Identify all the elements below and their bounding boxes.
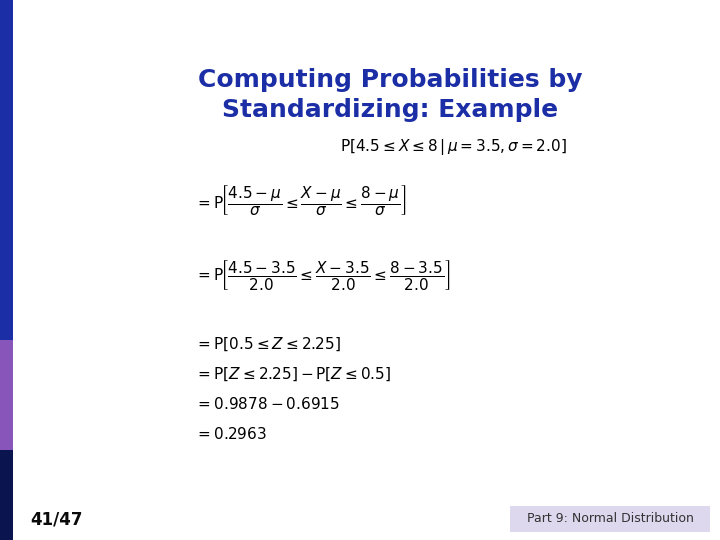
Bar: [0, 450, 13, 540]
Bar: [0, 498, 720, 540]
Text: Part 9: Normal Distribution: Part 9: Normal Distribution: [526, 512, 693, 525]
Text: $= 0.2963$: $= 0.2963$: [195, 426, 266, 442]
Bar: [0, 498, 720, 540]
Text: $=\mathrm{P}[0.5 \leq Z \leq 2.25]$: $=\mathrm{P}[0.5 \leq Z \leq 2.25]$: [195, 335, 341, 353]
Text: $= 0.9878 - 0.6915$: $= 0.9878 - 0.6915$: [195, 396, 340, 412]
Text: $=\mathrm{P}\!\left[\dfrac{4.5 - 3.5}{2.0} \leq \dfrac{X - 3.5}{2.0} \leq \dfrac: $=\mathrm{P}\!\left[\dfrac{4.5 - 3.5}{2.…: [195, 258, 451, 292]
Bar: [0, 340, 13, 450]
Text: Standardizing: Example: Standardizing: Example: [222, 98, 558, 122]
Text: $\mathrm{P}[4.5 \leq X \leq 8\,|\,\mu = 3.5, \sigma = 2.0]$: $\mathrm{P}[4.5 \leq X \leq 8\,|\,\mu = …: [340, 137, 567, 157]
Bar: [510, 506, 710, 532]
Text: $=\mathrm{P}\!\left[\dfrac{4.5 - \mu}{\sigma} \leq \dfrac{X - \mu}{\sigma} \leq : $=\mathrm{P}\!\left[\dfrac{4.5 - \mu}{\s…: [195, 183, 407, 217]
Bar: [0, 0, 13, 340]
Text: Computing Probabilities by: Computing Probabilities by: [198, 68, 582, 92]
Text: 41/47: 41/47: [30, 510, 83, 528]
Text: $=\mathrm{P}[Z \leq 2.25] - \mathrm{P}[Z \leq 0.5]$: $=\mathrm{P}[Z \leq 2.25] - \mathrm{P}[Z…: [195, 365, 391, 383]
